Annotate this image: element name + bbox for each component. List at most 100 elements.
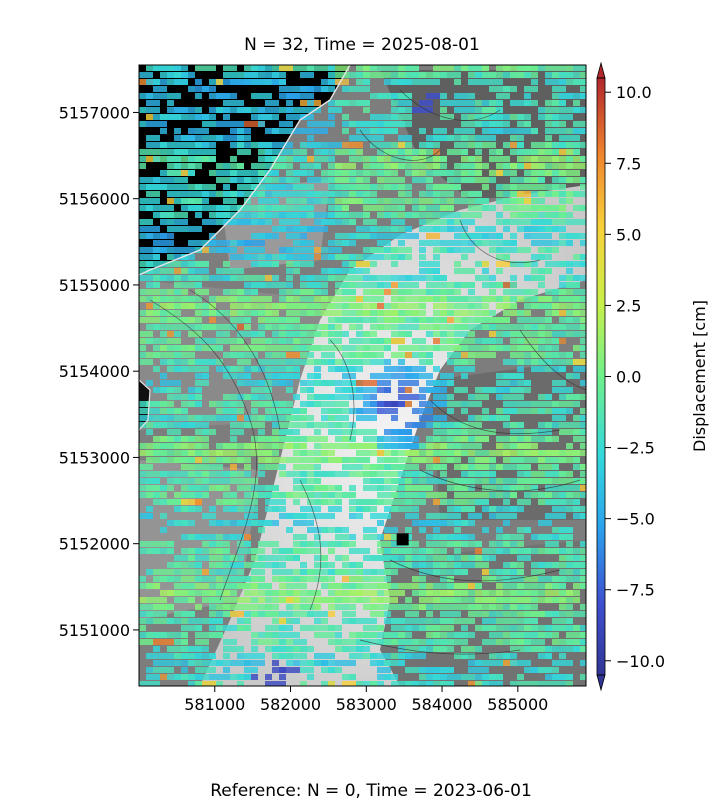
displacement-pixel <box>272 205 293 211</box>
displacement-pixel <box>384 170 398 176</box>
displacement-pixel <box>573 191 586 197</box>
displacement-pixel <box>475 583 482 589</box>
displacement-pixel <box>300 233 307 239</box>
displacement-pixel <box>496 128 517 134</box>
displacement-pixel <box>272 520 279 526</box>
displacement-pixel <box>146 583 153 589</box>
displacement-pixel <box>370 289 384 295</box>
displacement-pixel <box>181 499 202 505</box>
displacement-pixel <box>496 233 503 239</box>
displacement-pixel <box>153 254 160 260</box>
displacement-pixel <box>181 653 202 659</box>
displacement-pixel <box>426 618 433 624</box>
displacement-pixel <box>356 457 370 463</box>
displacement-pixel <box>461 646 475 652</box>
displacement-pixel <box>286 352 307 358</box>
displacement-pixel <box>398 639 419 645</box>
displacement-pixel <box>531 569 538 575</box>
displacement-pixel <box>580 177 586 183</box>
displacement-pixel <box>356 583 370 589</box>
displacement-pixel <box>328 142 349 148</box>
displacement-pixel <box>209 121 216 127</box>
displacement-pixel <box>139 156 146 162</box>
displacement-pixel <box>538 191 545 197</box>
displacement-pixel <box>370 653 391 659</box>
displacement-pixel <box>433 457 440 463</box>
displacement-pixel <box>496 464 503 470</box>
displacement-pixel <box>580 625 586 631</box>
displacement-pixel <box>545 317 552 323</box>
displacement-pixel <box>552 611 559 617</box>
displacement-pixel <box>230 170 237 176</box>
displacement-pixel <box>195 625 202 631</box>
displacement-pixel <box>447 604 454 610</box>
displacement-pixel <box>461 401 468 407</box>
displacement-pixel <box>496 261 517 267</box>
displacement-pixel <box>244 275 258 281</box>
displacement-pixel <box>279 226 286 232</box>
displacement-pixel <box>489 674 503 680</box>
displacement-pixel <box>524 93 531 99</box>
displacement-pixel <box>503 205 517 211</box>
displacement-pixel <box>251 562 265 568</box>
displacement-pixel <box>573 121 586 127</box>
displacement-pixel <box>265 604 279 610</box>
displacement-pixel <box>230 590 237 596</box>
displacement-pixel <box>160 471 174 477</box>
displacement-pixel <box>286 107 293 113</box>
displacement-pixel <box>342 597 363 603</box>
displacement-pixel <box>356 261 370 267</box>
displacement-pixel <box>545 562 552 568</box>
displacement-pixel <box>377 436 391 442</box>
displacement-pixel <box>321 450 335 456</box>
displacement-pixel <box>342 142 363 148</box>
displacement-pixel <box>188 135 202 141</box>
displacement-pixel <box>188 485 209 491</box>
displacement-pixel <box>251 548 265 554</box>
displacement-pixel <box>167 142 188 148</box>
displacement-pixel <box>370 261 377 267</box>
displacement-pixel <box>440 499 454 505</box>
displacement-pixel <box>146 142 167 148</box>
displacement-pixel <box>300 436 307 442</box>
displacement-pixel <box>244 317 251 323</box>
displacement-pixel <box>286 457 300 463</box>
displacement-pixel <box>377 499 391 505</box>
displacement-pixel <box>391 233 405 239</box>
displacement-pixel <box>496 478 503 484</box>
displacement-pixel <box>202 275 209 281</box>
displacement-pixel <box>237 128 244 134</box>
displacement-pixel <box>356 177 363 183</box>
displacement-pixel <box>258 359 279 365</box>
displacement-pixel <box>321 296 335 302</box>
displacement-pixel <box>174 555 195 561</box>
displacement-pixel <box>419 310 426 316</box>
displacement-pixel <box>433 632 447 638</box>
displacement-pixel <box>482 310 489 316</box>
displacement-pixel <box>349 254 356 260</box>
displacement-pixel <box>419 303 426 309</box>
displacement-pixel <box>524 576 538 582</box>
displacement-pixel <box>391 681 412 686</box>
displacement-pixel <box>566 65 573 71</box>
displacement-pixel <box>349 317 356 323</box>
displacement-pixel <box>293 464 314 470</box>
displacement-pixel <box>314 569 321 575</box>
displacement-pixel <box>237 604 258 610</box>
displacement-pixel <box>377 303 384 309</box>
displacement-pixel <box>321 149 335 155</box>
displacement-pixel <box>363 394 370 400</box>
displacement-pixel <box>293 443 300 449</box>
displacement-pixel <box>405 387 412 393</box>
displacement-pixel <box>279 471 286 477</box>
displacement-pixel <box>377 408 384 414</box>
displacement-pixel <box>188 275 202 281</box>
displacement-pixel <box>377 93 398 99</box>
displacement-pixel <box>496 380 510 386</box>
displacement-pixel <box>209 464 216 470</box>
displacement-pixel <box>391 100 398 106</box>
displacement-pixel <box>181 618 188 624</box>
displacement-pixel <box>160 205 174 211</box>
displacement-pixel <box>454 387 468 393</box>
displacement-pixel <box>475 275 489 281</box>
